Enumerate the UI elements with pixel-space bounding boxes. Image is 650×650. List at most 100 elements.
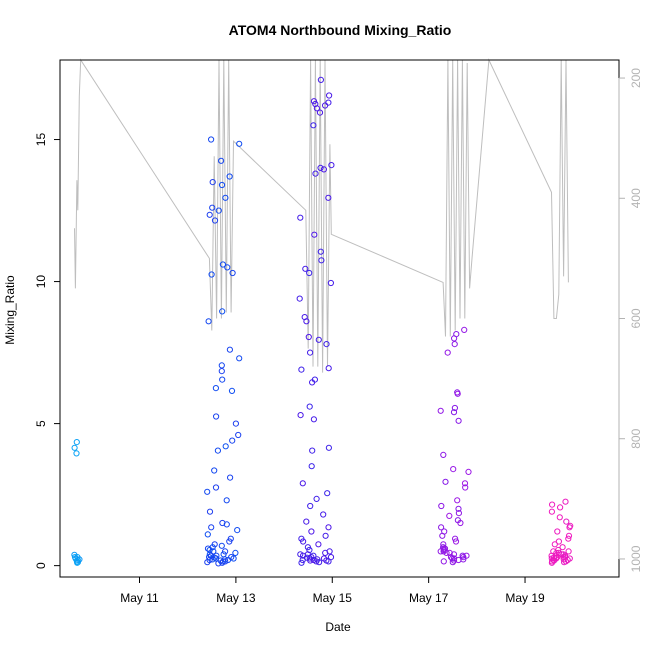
data-point	[300, 538, 307, 545]
data-point	[215, 560, 222, 567]
data-point	[315, 541, 322, 548]
data-point	[218, 368, 225, 375]
data-point	[307, 502, 314, 510]
data-point	[219, 308, 226, 315]
data-point	[451, 335, 458, 342]
data-point	[298, 366, 305, 373]
data-point	[214, 447, 221, 454]
x-tick-label: May 17	[409, 591, 449, 605]
data-point	[439, 532, 446, 539]
data-point	[455, 556, 462, 564]
data-point	[455, 417, 462, 424]
data-point	[227, 474, 234, 481]
x-tick-label: May 15	[313, 591, 353, 605]
data-point	[236, 355, 243, 362]
data-point	[213, 413, 220, 420]
y-tick-label: 15	[34, 133, 48, 147]
data-point	[461, 480, 469, 487]
data-point	[307, 349, 314, 356]
data-point	[310, 556, 317, 564]
data-point	[553, 549, 560, 557]
data-point	[450, 557, 458, 564]
data-point	[451, 341, 458, 348]
data-point	[207, 552, 215, 559]
data-point	[316, 109, 324, 116]
y-tick-label: 5	[34, 420, 48, 427]
data-point	[565, 535, 572, 542]
y2-tick-label: 400	[629, 188, 643, 208]
data-point	[307, 557, 314, 564]
data-point	[563, 518, 570, 525]
data-point	[222, 548, 229, 555]
data-point	[317, 76, 324, 84]
data-point	[308, 463, 315, 470]
data-point	[549, 501, 556, 508]
data-point	[309, 447, 316, 454]
data-point	[455, 505, 462, 512]
data-point	[226, 173, 233, 180]
data-point	[325, 99, 332, 106]
data-point	[299, 480, 306, 487]
data-point	[562, 552, 569, 559]
data-point	[298, 559, 305, 566]
data-point	[226, 538, 233, 545]
data-point	[320, 166, 327, 173]
data-point	[324, 490, 331, 497]
data-point	[554, 528, 561, 535]
data-point	[325, 194, 332, 201]
data-point	[211, 467, 218, 474]
data-point	[565, 548, 572, 555]
data-point	[229, 437, 236, 444]
data-point	[302, 265, 309, 272]
data-point	[326, 92, 333, 99]
data-point	[218, 181, 226, 189]
data-point	[442, 478, 449, 485]
data-point	[308, 528, 315, 535]
data-point	[449, 559, 456, 566]
data-point	[457, 519, 464, 527]
data-point	[452, 535, 459, 542]
data-point	[232, 549, 239, 557]
data-point	[209, 179, 216, 186]
data-point	[565, 532, 573, 539]
data-point	[555, 538, 563, 545]
data-point	[310, 416, 317, 423]
y2-axis: 200 400 600 800 1000	[618, 68, 643, 572]
data-point	[325, 524, 332, 531]
data-point	[316, 559, 323, 566]
data-point	[311, 231, 318, 238]
data-point	[208, 524, 215, 531]
data-point	[323, 341, 330, 348]
data-point	[325, 365, 332, 372]
data-point	[312, 170, 319, 177]
data-point	[554, 554, 561, 561]
data-point	[228, 387, 236, 394]
data-point	[310, 122, 317, 129]
data-point	[73, 450, 80, 457]
data-point	[206, 556, 213, 564]
y2-tick-label: 1000	[629, 545, 643, 572]
data-point	[446, 512, 453, 520]
data-point	[328, 162, 335, 169]
data-point	[224, 264, 231, 271]
data-point	[559, 544, 566, 551]
data-point	[206, 546, 213, 554]
x-tick-label: May 19	[505, 591, 545, 605]
data-point	[443, 549, 450, 557]
data-point	[206, 211, 213, 218]
data-point	[297, 214, 304, 221]
data-point	[325, 558, 332, 565]
data-point	[454, 390, 461, 397]
data-point	[566, 524, 573, 531]
data-point	[440, 558, 447, 565]
data-point	[204, 531, 211, 538]
data-point	[222, 194, 229, 201]
data-point	[556, 514, 563, 521]
data-point	[234, 527, 241, 534]
data-point	[313, 495, 320, 502]
x-tick-label: May 13	[216, 591, 256, 605]
data-point	[437, 407, 444, 414]
data-point	[322, 549, 329, 557]
data-point	[219, 261, 226, 268]
